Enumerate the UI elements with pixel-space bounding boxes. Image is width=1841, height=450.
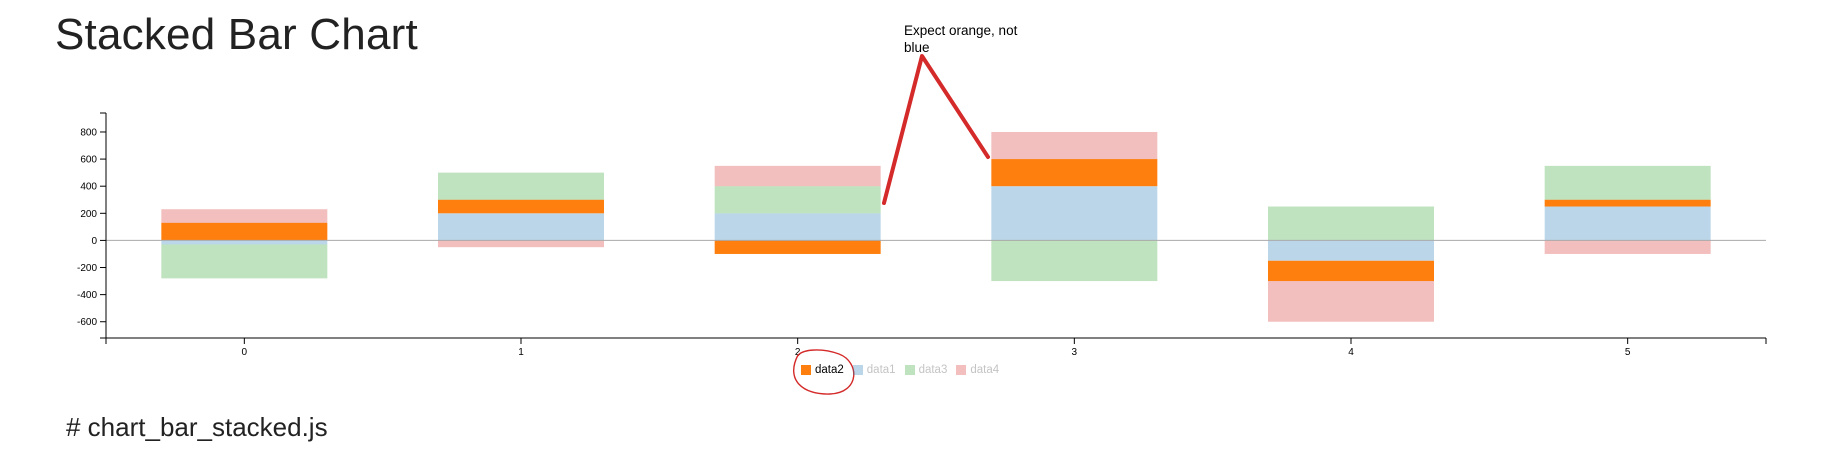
y-tick-label: 200 bbox=[80, 209, 97, 220]
bar-data3-1 bbox=[438, 172, 604, 200]
bar-data3-2 bbox=[714, 186, 881, 214]
bar-data1-0 bbox=[161, 240, 328, 245]
axes-layer: -600 -400 -200 0 200 400 600 800 0 1 2 3 4 5 bbox=[77, 112, 1767, 358]
chart-legend: data2 data1 data3 data4 bbox=[801, 364, 1008, 376]
x-tick-label: 1 bbox=[518, 347, 524, 358]
bar-data4-1 bbox=[438, 240, 604, 248]
bar-data4-2 bbox=[714, 165, 881, 187]
footer-heading: # chart_bar_stacked.js bbox=[66, 412, 328, 442]
bar-data4-5 bbox=[1544, 240, 1711, 254]
legend-item-data1[interactable]: data1 bbox=[852, 364, 896, 376]
bar-data2-3 bbox=[991, 159, 1158, 187]
legend-swatch-data4 bbox=[956, 365, 967, 375]
legend-label-data4: data4 bbox=[970, 364, 1000, 376]
bar-data3-4 bbox=[1268, 206, 1434, 241]
legend-swatch-data2 bbox=[801, 365, 811, 375]
annotation-layer bbox=[792, 54, 990, 395]
y-tick-label: 400 bbox=[80, 182, 97, 193]
x-tick-label: 0 bbox=[242, 347, 248, 358]
bar-data4-0 bbox=[161, 209, 328, 223]
y-tick-label: 0 bbox=[91, 236, 97, 247]
bar-data1-1 bbox=[438, 213, 604, 241]
legend-item-data3[interactable]: data3 bbox=[904, 364, 948, 376]
y-tick-label: 800 bbox=[80, 127, 97, 138]
bar-data2-5 bbox=[1544, 199, 1711, 207]
legend-swatch-data3 bbox=[904, 365, 915, 375]
x-tick-label: 2 bbox=[795, 347, 801, 358]
bars-layer bbox=[161, 131, 1711, 322]
bar-data1-3 bbox=[991, 186, 1158, 241]
y-tick-label: -200 bbox=[77, 263, 97, 274]
legend-label-data1: data1 bbox=[866, 364, 896, 376]
legend-label-data2: data2 bbox=[815, 364, 844, 376]
bar-data1-5 bbox=[1544, 206, 1711, 241]
bar-data1-2 bbox=[714, 213, 881, 241]
bar-data2-2 bbox=[714, 240, 881, 254]
bar-data2-4 bbox=[1268, 260, 1434, 282]
bar-data2-0 bbox=[161, 222, 328, 241]
bar-data3-0 bbox=[161, 244, 328, 279]
annotation-text: Expect orange, not blue bbox=[904, 23, 1018, 55]
x-tick-label: 4 bbox=[1348, 347, 1354, 358]
legend-item-data4[interactable]: data4 bbox=[956, 364, 999, 376]
bar-data2-1 bbox=[438, 199, 604, 214]
legend-swatch-data1 bbox=[852, 365, 863, 375]
bar-data4-3 bbox=[991, 131, 1158, 160]
x-tick-label: 3 bbox=[1072, 347, 1078, 358]
y-tick-label: -600 bbox=[77, 317, 97, 328]
bar-data1-4 bbox=[1268, 240, 1434, 261]
bar-data3-3 bbox=[991, 240, 1158, 282]
y-tick-label: 600 bbox=[80, 155, 97, 166]
page-title: Stacked Bar Chart bbox=[55, 10, 418, 59]
legend-item-data2[interactable]: data2 bbox=[801, 364, 844, 376]
bar-data4-4 bbox=[1268, 281, 1434, 322]
x-tick-label: 5 bbox=[1625, 347, 1631, 358]
y-tick-label: -400 bbox=[77, 290, 97, 301]
bar-data3-5 bbox=[1544, 165, 1711, 200]
annotation-zigzag bbox=[882, 54, 990, 205]
annotation-circle bbox=[792, 349, 855, 395]
legend-label-data3: data3 bbox=[918, 364, 948, 376]
